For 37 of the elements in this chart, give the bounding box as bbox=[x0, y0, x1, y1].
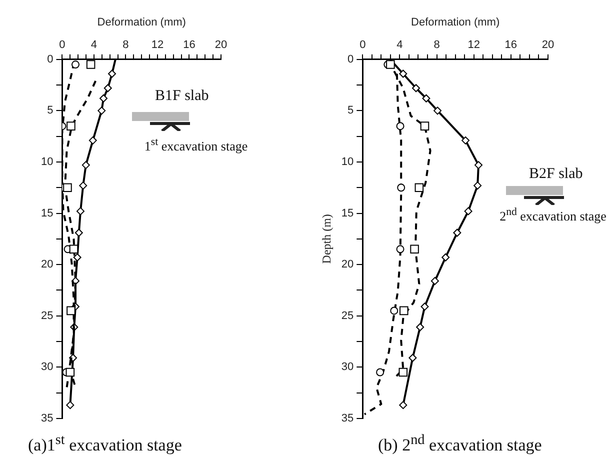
y-tick-label: 20 bbox=[40, 258, 54, 271]
y-tick-label: 35 bbox=[40, 412, 54, 424]
x-tick-label: 4 bbox=[396, 38, 403, 51]
y-tick-label: 5 bbox=[47, 104, 54, 117]
y-tick-label: 10 bbox=[40, 156, 54, 168]
y-tick-label: 15 bbox=[40, 207, 54, 220]
y-tick-label: 0 bbox=[47, 53, 54, 66]
y-tick-label: 0 bbox=[348, 53, 354, 66]
x-tick-label: 16 bbox=[183, 38, 196, 51]
x-tick-label: 20 bbox=[214, 38, 228, 51]
x-axis-title: Deformation (mm) bbox=[411, 16, 500, 29]
y-tick-label: 25 bbox=[40, 310, 54, 322]
annotation: B1F slab bbox=[155, 88, 209, 105]
y-tick-label: 5 bbox=[348, 104, 354, 117]
y-tick-label: 20 bbox=[341, 258, 354, 271]
y-axis-title: Depth (m) bbox=[319, 214, 334, 264]
x-tick-label: 0 bbox=[59, 38, 66, 51]
y-tick-label: 15 bbox=[341, 207, 354, 220]
x-axis-title: Deformation (mm) bbox=[97, 16, 186, 29]
x-tick-label: 20 bbox=[542, 38, 554, 51]
x-tick-label: 12 bbox=[468, 38, 480, 51]
y-tick-label: 30 bbox=[341, 361, 354, 374]
x-tick-label: 0 bbox=[360, 38, 366, 51]
y-tick-label: 25 bbox=[341, 310, 354, 322]
x-tick-label: 8 bbox=[434, 38, 440, 51]
x-tick-label: 4 bbox=[90, 38, 98, 51]
x-tick-label: 8 bbox=[122, 38, 129, 51]
text: (a)1$^{st}$ excavation stage bbox=[28, 432, 183, 456]
y-tick-label: 10 bbox=[341, 156, 354, 168]
x-tick-label: 16 bbox=[504, 38, 518, 51]
annotation: 1$^{st}$ excavation stage bbox=[143, 135, 249, 154]
annotation: B2F slab bbox=[529, 166, 583, 183]
annotation: 2$^{nd}$ excavation stage bbox=[498, 205, 608, 224]
x-tick-label: 12 bbox=[151, 38, 164, 51]
y-tick-label: 35 bbox=[341, 412, 354, 424]
text: (b) 2$^{nd}$ excavation stage bbox=[378, 432, 543, 456]
y-tick-label: 30 bbox=[40, 361, 54, 374]
